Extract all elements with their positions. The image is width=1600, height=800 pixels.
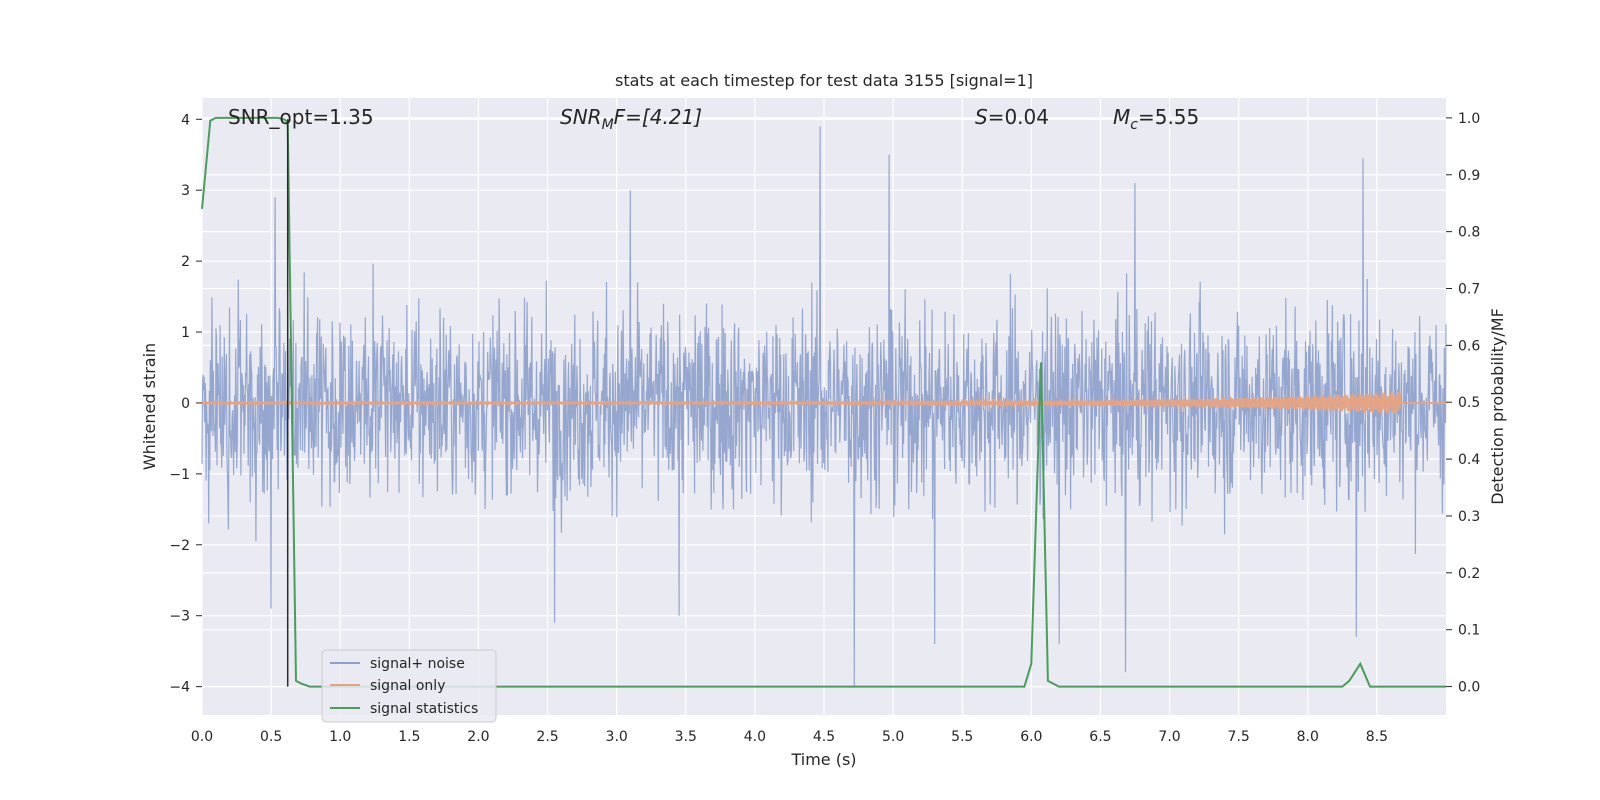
x-tick-label: 6.0 [1020,729,1042,745]
y-right-tick-label: 0.3 [1458,509,1480,525]
x-tick-label: 0.0 [191,729,213,745]
y-right-tick-label: 0.4 [1458,452,1480,468]
x-tick-label: 7.5 [1228,729,1250,745]
annotation-snr-mf: SNRMF=[4.21] [560,105,702,133]
annotation-mc-rest: =5.55 [1138,105,1199,129]
y-right-axis-label: Detection probability/MF [1488,308,1507,505]
x-tick-label: 5.0 [882,729,904,745]
annotation-snr-opt: SNR_opt=1.35 [228,105,374,129]
signal-noise-line [201,126,1447,687]
x-tick-label: 1.0 [329,729,351,745]
y-right-tick-label: 0.1 [1458,623,1480,639]
y-left-tick-label: 3 [181,183,190,199]
x-tick-label: 3.5 [675,729,697,745]
y-right-tick-label: 0.8 [1458,225,1480,241]
y-left-axis-label: Whitened strain [140,343,159,470]
y-right-tick-label: 0.2 [1458,566,1480,582]
y-right-tick-label: 0.6 [1458,338,1480,354]
signal-statistics-line [201,116,1446,688]
annotations: SNR_opt=1.35 SNRMF=[4.21] S=0.04 Mc=5.55 [228,105,1199,133]
annotation-mc-main: M [1113,105,1130,129]
y-right-tick-label: 0.0 [1458,680,1480,696]
signal-statistics-series [201,116,1446,688]
x-tick-label: 4.0 [744,729,766,745]
y-left-tick-label: −3 [169,609,190,625]
annotation-snr-mf-main: SNR [560,105,602,129]
axes: 0.0 0.5 1.0 1.5 2.0 2.5 3.0 3.5 4.0 4.5 5.0 5.5 6.0 6… [169,111,1480,745]
annotation-snr-mf-rest: F=[4.21] [614,105,702,129]
x-tick-label: 4.5 [813,729,835,745]
x-tick-label: 5.5 [951,729,973,745]
y-right-tick-label: 1.0 [1458,111,1480,127]
legend-label-signal-only: signal only [370,678,445,694]
y-left-tick-label: 1 [181,325,190,341]
x-tick-label: 3.0 [606,729,628,745]
legend-label-signal-noise: signal+ noise [370,656,465,672]
annotation-s: S=0.04 [975,105,1049,129]
chart-title: stats at each timestep for test data 315… [615,71,1033,90]
x-tick-label: 7.0 [1158,729,1180,745]
x-tick-label: 2.0 [467,729,489,745]
annotation-s-main: S [975,105,988,129]
annotation-mc-sub: c [1130,117,1138,133]
x-axis-label: Time (s) [790,750,856,769]
signal-only-series [201,391,1446,415]
x-tick-label: 0.5 [260,729,282,745]
annotation-mc: Mc=5.55 [1113,105,1199,133]
legend: signal+ noise signal only signal statist… [321,649,497,723]
legend-label-signal-statistics: signal statistics [370,701,478,717]
annotation-s-rest: =0.04 [988,105,1049,129]
x-tick-label: 8.5 [1366,729,1388,745]
x-tick-label: 8.0 [1297,729,1319,745]
y-right-tick-label: 0.9 [1458,168,1480,184]
legend-box [321,649,497,723]
y-left-tick-label: 0 [181,396,190,412]
y-left-tick-label: −4 [169,680,190,696]
x-tick-label: 2.5 [536,729,558,745]
y-left-tick-label: −1 [169,467,190,483]
y-right-tick-label: 0.7 [1458,282,1480,298]
x-tick-label: 6.5 [1089,729,1111,745]
x-tick-label: 1.5 [398,729,420,745]
y-right-tick-label: 0.5 [1458,395,1480,411]
y-left-tick-label: −2 [169,538,190,554]
annotation-snr-mf-sub: M [602,117,614,133]
y-left-tick-label: 4 [181,112,190,128]
signal-noise-series [201,126,1447,687]
y-left-tick-label: 2 [181,254,190,270]
